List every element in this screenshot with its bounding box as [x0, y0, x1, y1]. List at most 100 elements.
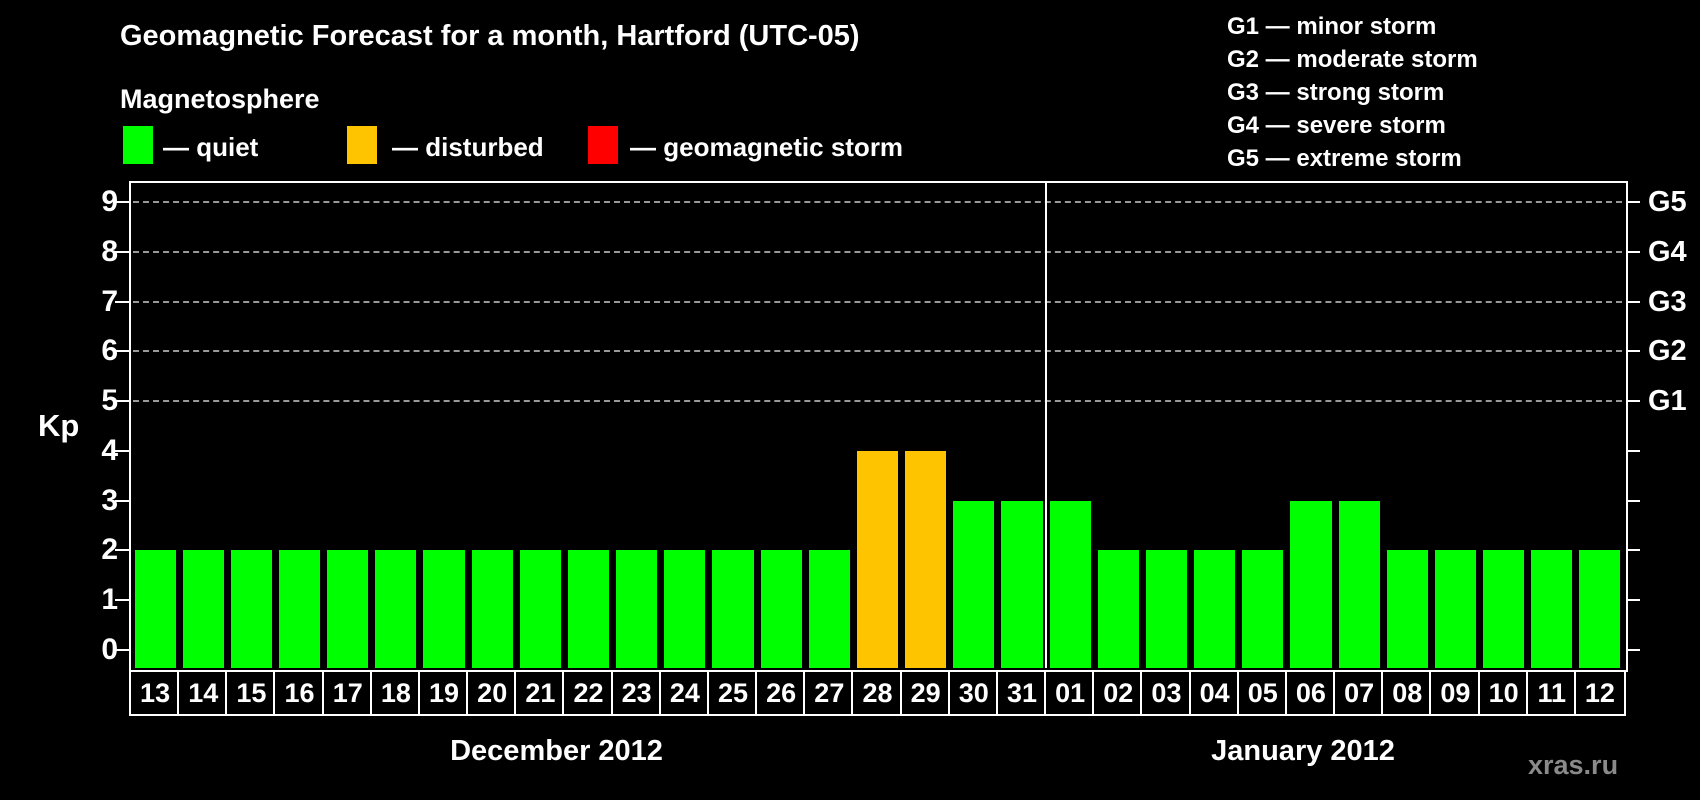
right-axis-tick-3 [1626, 499, 1640, 502]
gridline-kp6 [133, 350, 1622, 353]
gridline-kp5 [133, 400, 1622, 403]
kp-bar-december-23 [616, 550, 658, 668]
kp-bar-january-02 [1097, 550, 1139, 668]
day-label-20: 20 [466, 670, 519, 716]
day-label-18: 18 [369, 670, 422, 716]
g-tick-label-g4: G4 [1648, 235, 1687, 268]
day-label-25: 25 [706, 670, 760, 716]
g2-legend-line: G2 — moderate storm [1227, 46, 1478, 73]
right-axis-tick-8 [1626, 250, 1640, 253]
day-label-02: 02 [1092, 670, 1145, 716]
kp-bar-december-28 [856, 450, 899, 668]
disturbed-legend-label: — disturbed [392, 132, 544, 162]
kp-bar-december-21 [519, 550, 561, 668]
day-label-05: 05 [1236, 670, 1289, 716]
day-label-10: 10 [1477, 670, 1530, 716]
day-label-12: 12 [1573, 670, 1626, 716]
kp-bar-january-01 [1049, 500, 1091, 668]
day-label-21: 21 [514, 670, 567, 716]
kp-bar-december-16 [278, 550, 321, 668]
right-axis-tick-9 [1626, 200, 1640, 203]
kp-bar-december-30 [953, 500, 995, 668]
kp-bar-december-18 [375, 550, 417, 668]
g3-legend-line: G3 — strong storm [1227, 79, 1445, 106]
right-axis-tick-4 [1626, 449, 1640, 452]
right-axis-tick-0 [1626, 649, 1640, 651]
day-label-23: 23 [610, 670, 663, 716]
y-axis-tick-5 [115, 400, 129, 403]
kp-bar-december-19 [423, 550, 465, 668]
kp-bar-december-22 [567, 550, 610, 668]
kp-bar-december-17 [327, 550, 369, 668]
kp-bar-december-27 [808, 550, 850, 668]
day-label-11: 11 [1525, 670, 1578, 716]
watermark: xras.ru [1528, 750, 1619, 780]
day-label-08: 08 [1381, 670, 1434, 716]
y-axis-tick-9 [115, 200, 129, 203]
kp-bar-december-15 [230, 550, 272, 668]
g-tick-label-g1: G1 [1648, 385, 1687, 418]
y-tick-label-3: 3 [101, 483, 118, 517]
kp-bar-december-20 [471, 550, 513, 668]
day-label-15: 15 [225, 670, 278, 716]
day-label-19: 19 [417, 670, 471, 716]
day-label-29: 29 [899, 670, 952, 716]
kp-bar-january-12 [1579, 550, 1621, 668]
g5-legend-line: G5 — extreme storm [1227, 145, 1462, 172]
y-axis-tick-7 [115, 300, 129, 303]
gridline-kp8 [133, 250, 1622, 253]
day-label-03: 03 [1140, 670, 1193, 716]
kp-bar-january-10 [1483, 550, 1525, 668]
y-tick-label-6: 6 [101, 334, 118, 368]
storm-swatch-icon [588, 126, 618, 164]
y-tick-label-2: 2 [101, 533, 118, 567]
gridline-kp9 [133, 200, 1622, 203]
kp-bar-january-07 [1338, 500, 1380, 668]
y-axis-tick-1 [115, 599, 129, 602]
kp-bar-december-25 [712, 550, 754, 668]
y-axis-tick-4 [115, 449, 129, 452]
month-label-0: December 2012 [450, 735, 663, 767]
day-label-22: 22 [562, 670, 615, 716]
g-tick-label-g5: G5 [1648, 185, 1687, 218]
y-axis-tick-0 [115, 649, 129, 651]
g-scale-legend: G1 — minor storm G2 — moderate storm G3 … [1227, 10, 1478, 175]
day-label-13: 13 [129, 670, 182, 716]
kp-bar-january-11 [1531, 550, 1573, 668]
y-tick-label-8: 8 [101, 234, 118, 268]
day-label-07: 07 [1333, 670, 1386, 716]
chart-title: Geomagnetic Forecast for a month, Hartfo… [120, 20, 860, 52]
kp-bar-december-24 [664, 550, 706, 668]
y-axis-tick-3 [115, 499, 129, 502]
right-axis-tick-1 [1626, 599, 1640, 602]
y-axis-tick-8 [115, 250, 129, 253]
quiet-legend-label: — quiet [163, 132, 259, 162]
kp-bar-january-05 [1242, 550, 1284, 668]
y-axis-tick-2 [115, 549, 129, 552]
y-axis-tick-6 [115, 350, 129, 353]
kp-bar-december-14 [182, 550, 224, 668]
y-tick-label-9: 9 [101, 184, 118, 218]
day-label-06: 06 [1284, 670, 1338, 716]
kp-bar-january-09 [1434, 550, 1476, 668]
y-tick-label-1: 1 [101, 583, 118, 617]
g4-legend-line: G4 — severe storm [1227, 112, 1446, 139]
y-axis-label: Kp [38, 408, 80, 443]
kp-bar-january-03 [1145, 550, 1188, 668]
day-label-27: 27 [803, 670, 856, 716]
right-axis-tick-6 [1626, 350, 1640, 353]
day-label-17: 17 [321, 670, 374, 716]
right-axis-tick-5 [1626, 400, 1640, 403]
kp-bar-december-26 [760, 550, 802, 668]
day-label-14: 14 [177, 670, 230, 716]
day-label-09: 09 [1429, 670, 1482, 716]
y-tick-label-7: 7 [101, 284, 118, 318]
day-label-01: 01 [1044, 670, 1097, 716]
y-tick-label-4: 4 [101, 433, 118, 467]
day-label-26: 26 [755, 670, 808, 716]
month-separator [1045, 183, 1048, 668]
gridline-kp7 [133, 300, 1622, 303]
kp-bar-december-13 [134, 550, 176, 668]
day-label-28: 28 [851, 670, 904, 716]
